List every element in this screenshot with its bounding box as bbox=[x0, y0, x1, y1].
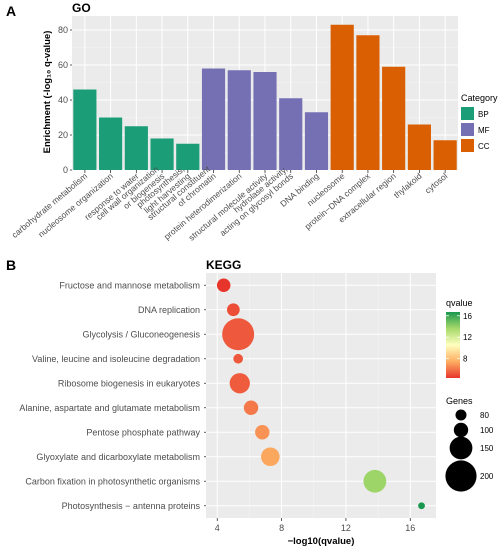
kegg-y-tick-label: Pentose phosphate pathway bbox=[86, 427, 200, 437]
kegg-title: KEGG bbox=[206, 258, 241, 272]
kegg-point bbox=[226, 303, 240, 317]
kegg-points bbox=[216, 278, 425, 510]
kegg-point bbox=[261, 447, 280, 467]
kegg-point bbox=[222, 318, 255, 351]
kegg-y-tick-label: Glyoxylate and dicarboxylate metabolism bbox=[36, 452, 200, 462]
genes-legend-label: 200 bbox=[480, 472, 494, 481]
qvalue-tick-label: 16 bbox=[463, 312, 472, 321]
go-bar bbox=[99, 117, 123, 170]
go-y-tick-label: 80 bbox=[58, 25, 68, 35]
kegg-point bbox=[233, 353, 244, 364]
go-bar bbox=[382, 66, 406, 170]
go-legend: Category BP MF CC bbox=[461, 93, 498, 152]
genes-legend-title: Genes bbox=[446, 396, 473, 406]
kegg-x-tick-label: 8 bbox=[279, 523, 284, 533]
kegg-point bbox=[243, 400, 259, 415]
go-legend-title: Category bbox=[461, 93, 498, 103]
go-bar bbox=[330, 24, 354, 170]
kegg-x-tick-label: 12 bbox=[341, 523, 351, 533]
go-legend-label: MF bbox=[478, 126, 490, 135]
qvalue-legend-title: qvalue bbox=[446, 298, 473, 308]
kegg-qvalue-legend: qvalue 8 12 16 bbox=[446, 298, 473, 378]
go-bar bbox=[150, 138, 174, 170]
genes-legend-circle bbox=[453, 422, 469, 438]
go-legend-label: BP bbox=[478, 110, 489, 119]
genes-legend-label: 100 bbox=[480, 426, 494, 435]
genes-legend-circle bbox=[449, 436, 473, 460]
go-x-tick-label: cytosol bbox=[423, 171, 450, 196]
go-x-tick-line: thylakoid bbox=[392, 171, 424, 200]
go-x-tick-label: thylakoid bbox=[392, 171, 424, 200]
go-bar bbox=[407, 124, 431, 170]
go-y-axis-title: Enrichment (-log₁₀ q-value) bbox=[42, 31, 53, 154]
go-legend-swatch bbox=[461, 139, 474, 152]
kegg-y-tick-label: Glycolysis / Gluconeogenesis bbox=[82, 329, 200, 339]
kegg-point bbox=[229, 373, 250, 394]
genes-legend-label: 80 bbox=[480, 411, 489, 420]
go-legend-swatch bbox=[461, 107, 474, 120]
kegg-grid bbox=[206, 273, 436, 518]
kegg-y-tick-label: Fructose and mannose metabolism bbox=[59, 280, 200, 290]
go-bar bbox=[176, 143, 200, 170]
kegg-x-tick-label: 16 bbox=[405, 523, 415, 533]
kegg-point bbox=[255, 425, 270, 440]
go-y-ticks: 0 20 40 60 80 bbox=[58, 25, 72, 175]
kegg-point bbox=[363, 469, 387, 493]
genes-legend-circle bbox=[445, 460, 477, 492]
go-bar bbox=[356, 35, 380, 170]
go-title: GO bbox=[72, 1, 91, 15]
go-bar bbox=[73, 89, 97, 170]
kegg-x-ticks: 4 8 12 16 bbox=[215, 518, 415, 533]
go-bar bbox=[124, 126, 148, 170]
kegg-y-tick-label: Photosynthesis − antenna proteins bbox=[62, 501, 201, 511]
kegg-genes-legend: Genes 80 100 150 200 bbox=[445, 396, 494, 492]
go-bar bbox=[253, 72, 277, 170]
genes-legend-label: 150 bbox=[480, 444, 494, 453]
kegg-y-tick-label: DNA replication bbox=[138, 305, 200, 315]
go-bars bbox=[73, 24, 457, 170]
go-y-tick-label: 20 bbox=[58, 130, 68, 140]
kegg-y-tick-label: Alanine, aspartate and glutamate metabol… bbox=[19, 403, 200, 413]
go-bar bbox=[279, 98, 303, 170]
qvalue-tick-label: 8 bbox=[463, 355, 468, 364]
kegg-y-ticks: Fructose and mannose metabolism DNA repli… bbox=[19, 280, 206, 511]
kegg-y-tick-label: Valine, leucine and isoleucine degradati… bbox=[32, 354, 200, 364]
go-y-tick-label: 60 bbox=[58, 60, 68, 70]
panel-b-label: B bbox=[6, 257, 16, 273]
kegg-y-tick-label: Carbon fixation in photosynthetic organi… bbox=[25, 476, 200, 486]
go-bar bbox=[201, 68, 226, 170]
go-legend-label: CC bbox=[478, 142, 490, 151]
go-bar bbox=[304, 112, 329, 170]
kegg-y-tick-label: Ribosome biogenesis in eukaryotes bbox=[58, 378, 201, 388]
kegg-point bbox=[216, 278, 231, 293]
kegg-x-tick-label: 4 bbox=[215, 523, 220, 533]
go-bar bbox=[227, 70, 251, 170]
kegg-x-axis-title: −log10(qvalue) bbox=[288, 536, 355, 547]
genes-legend-circle bbox=[455, 409, 467, 421]
kegg-point bbox=[418, 502, 425, 510]
go-bar bbox=[433, 140, 457, 170]
go-x-tick-line: cytosol bbox=[423, 171, 450, 196]
go-legend-swatch bbox=[461, 123, 474, 136]
qvalue-colorbar bbox=[446, 312, 460, 378]
go-y-tick-label: 40 bbox=[58, 95, 68, 105]
kegg-plot-panel bbox=[206, 273, 436, 518]
qvalue-tick-label: 12 bbox=[463, 333, 472, 342]
panel-a-label: A bbox=[6, 3, 16, 19]
go-y-tick-label: 0 bbox=[63, 165, 68, 175]
